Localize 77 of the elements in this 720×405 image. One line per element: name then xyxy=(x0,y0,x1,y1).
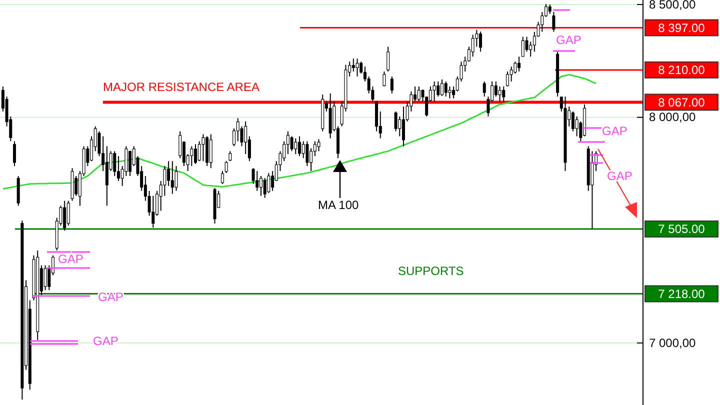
candlestick xyxy=(116,156,120,182)
ref-line-label: 8 397.00 xyxy=(658,20,706,35)
candlestick xyxy=(432,80,436,102)
candlestick xyxy=(220,170,224,184)
candlestick xyxy=(386,46,390,72)
candlestick xyxy=(170,160,174,194)
candlestick xyxy=(502,86,506,102)
candlestick xyxy=(113,150,116,176)
candlestick xyxy=(228,150,232,162)
candlestick xyxy=(128,150,132,176)
candlestick xyxy=(63,200,66,232)
candlestick xyxy=(414,86,417,102)
candlestick xyxy=(506,71,509,87)
ref-line-label: 8 210.00 xyxy=(658,63,706,78)
candlestick xyxy=(352,58,355,72)
candlestick xyxy=(356,58,359,77)
candlestick xyxy=(286,130,290,155)
candlestick xyxy=(471,34,474,58)
candlestick xyxy=(398,116,402,137)
candlestick xyxy=(12,140,16,167)
candlestick xyxy=(417,86,420,102)
candlestick xyxy=(298,136,301,157)
annotation: MAJOR RESISTANCE AREA xyxy=(103,80,260,94)
y-tick-label: 8 500,00 xyxy=(649,0,696,12)
candlestick xyxy=(525,36,528,52)
candlestick xyxy=(167,160,170,186)
candlestick xyxy=(444,80,448,98)
candlestick xyxy=(105,146,108,206)
candlestick xyxy=(256,170,259,192)
candlestick xyxy=(202,134,205,162)
candlestick xyxy=(178,130,182,159)
ref-line-label: 7 505.00 xyxy=(658,222,706,236)
candlestick xyxy=(518,56,521,72)
candlestick xyxy=(194,144,198,165)
candlestick xyxy=(236,118,240,142)
annotation: GAP xyxy=(93,334,118,348)
candlestick xyxy=(479,31,482,52)
candlestick xyxy=(66,200,70,226)
candlestick xyxy=(190,146,194,167)
candlestick xyxy=(448,86,452,99)
candlestick xyxy=(498,86,502,102)
candlestick xyxy=(259,175,262,196)
candlestick xyxy=(436,80,440,98)
candlestick xyxy=(209,134,212,169)
annotation: MA 100 xyxy=(318,198,360,212)
candlestick xyxy=(390,76,394,94)
candlestick xyxy=(575,116,578,137)
y-tick-label: 8 000,00 xyxy=(649,110,696,124)
annotation: GAP xyxy=(98,290,124,304)
annotation: GAP xyxy=(556,33,582,47)
candlestick xyxy=(440,78,444,96)
candlestick xyxy=(44,264,47,291)
ref-line-label: 8 067.00 xyxy=(658,95,706,110)
candlestick xyxy=(74,175,78,196)
candlestick xyxy=(302,140,305,159)
candlestick xyxy=(152,195,155,228)
candlestick xyxy=(244,120,248,155)
candlestick xyxy=(224,160,228,174)
candlestick xyxy=(482,80,486,98)
y-tick-label: 7 000,00 xyxy=(649,336,696,350)
annotation: GAP xyxy=(58,252,84,266)
candlestick xyxy=(290,136,294,152)
candlestick xyxy=(521,36,524,58)
candlestick xyxy=(306,140,309,167)
candlestick xyxy=(310,148,313,172)
candlestick xyxy=(382,71,386,87)
candlestick xyxy=(317,138,320,152)
candlestick xyxy=(402,106,405,147)
annotation: SUPPORTS xyxy=(398,264,464,278)
candlestick xyxy=(294,138,298,155)
candlestick xyxy=(571,110,574,132)
candlestick xyxy=(548,4,552,14)
candlestick xyxy=(494,80,498,98)
text: GAP xyxy=(602,124,628,138)
candlestick xyxy=(552,11,556,32)
ref-line-label: 7 218.00 xyxy=(658,286,706,301)
candlestick xyxy=(590,150,594,230)
